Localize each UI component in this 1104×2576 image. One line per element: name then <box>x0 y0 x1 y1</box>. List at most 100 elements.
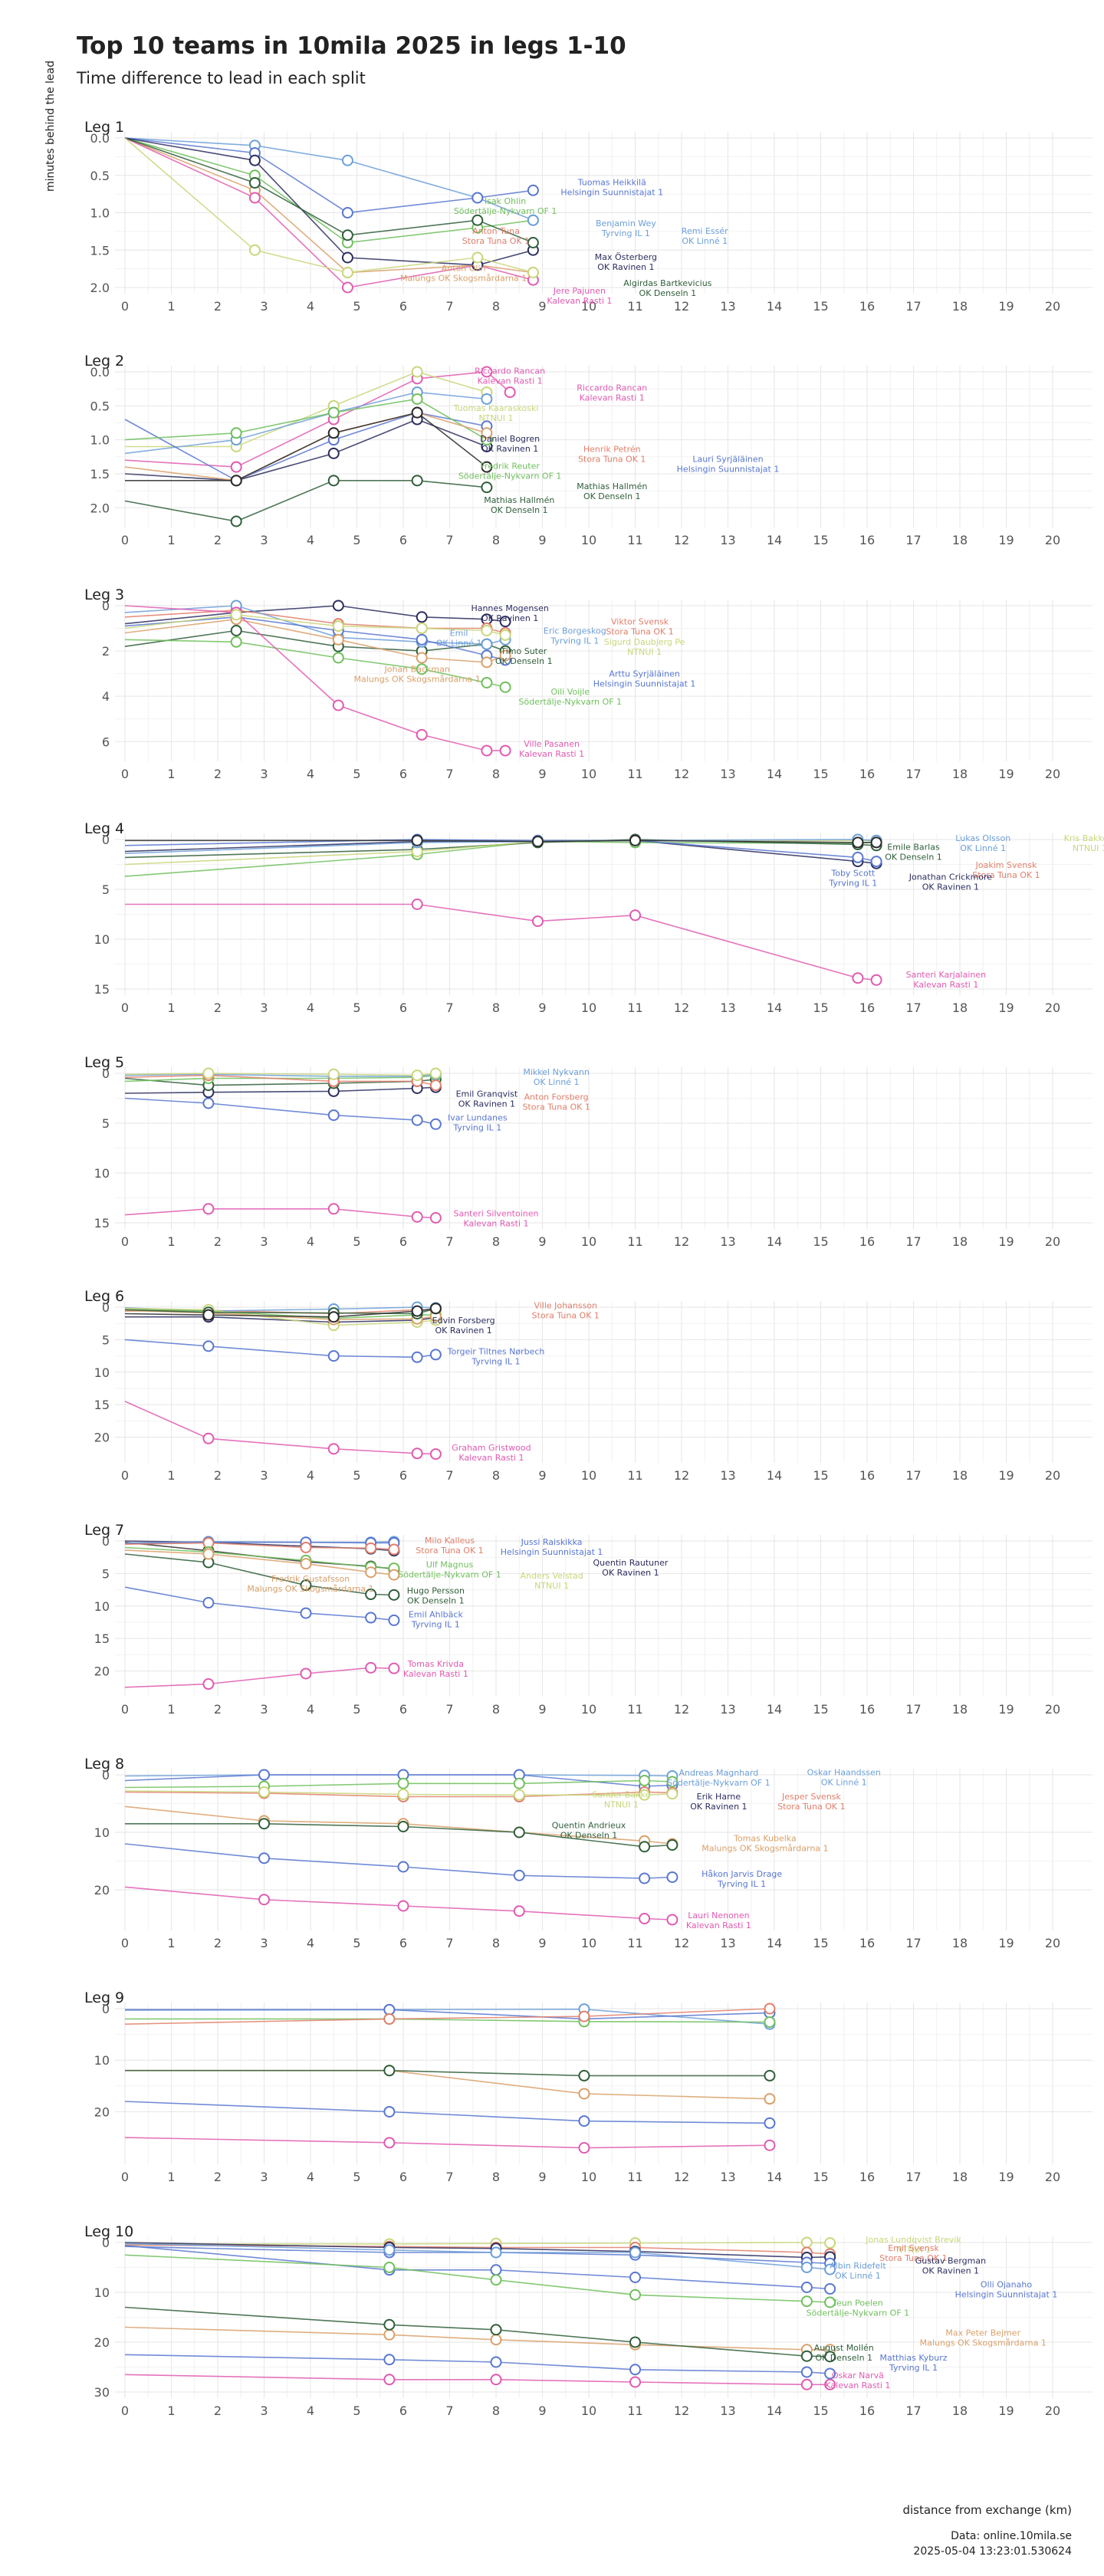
team-name-label: Stora Tuna OK 1 <box>462 236 530 246</box>
split-marker <box>341 281 353 294</box>
team-name-label: Stora Tuna OK 1 <box>578 454 646 464</box>
x-tick-label: 14 <box>767 767 782 781</box>
x-tick-label: 7 <box>445 533 453 547</box>
split-marker <box>578 2088 590 2100</box>
y-tick-label: 1.5 <box>90 243 110 258</box>
split-marker <box>230 636 242 648</box>
split-marker <box>383 2003 396 2016</box>
x-tick-label: 15 <box>813 1001 828 1015</box>
x-tick-label: 3 <box>260 1936 268 1950</box>
split-marker <box>629 834 641 846</box>
x-tick-label: 4 <box>307 1702 314 1717</box>
split-marker <box>397 1777 409 1789</box>
team-name-label: Stora Tuna OK 1 <box>532 1310 600 1320</box>
split-marker <box>578 2010 590 2022</box>
runner-name-label: Hugo Persson <box>407 1585 465 1595</box>
team-name-label: Helsingin Suunnistajat 1 <box>593 679 696 689</box>
y-tick-label: 0.5 <box>90 169 110 183</box>
runner-name-label: Graham Gristwood <box>452 1443 531 1453</box>
x-tick-label: 11 <box>627 1936 642 1950</box>
split-marker <box>258 1852 270 1865</box>
x-tick-label: 14 <box>767 2170 782 2184</box>
x-tick-label: 16 <box>859 1468 875 1483</box>
split-marker <box>639 1775 651 1786</box>
split-marker <box>824 2296 836 2308</box>
runner-name-label: Algirdas Bartkevicius <box>623 278 711 288</box>
team-name-label: Stora Tuna OK 1 <box>416 1546 483 1556</box>
runner-name-label: Oili Voijle <box>550 687 590 697</box>
runner-name-label: August Mollén <box>814 2343 874 2353</box>
chart-subtitle: Time difference to lead in each split <box>77 69 366 87</box>
x-tick-label: 3 <box>260 299 268 314</box>
runner-name-label: Lauri Nenonen <box>688 1911 749 1921</box>
split-marker <box>416 728 428 741</box>
x-tick-label: 4 <box>307 533 314 547</box>
split-marker <box>481 393 493 405</box>
split-marker <box>666 1914 678 1926</box>
x-tick-label: 11 <box>627 533 642 547</box>
split-marker <box>490 2334 502 2346</box>
x-tick-label: 2 <box>214 1936 222 1950</box>
runner-name-label: Milo Kalleus <box>425 1536 475 1546</box>
split-marker <box>365 1661 377 1674</box>
panel-title: Leg 7 <box>84 1522 124 1539</box>
x-tick-label: 15 <box>813 1936 828 1950</box>
series-line-8 <box>124 2137 770 2149</box>
x-tick-label: 19 <box>998 1936 1014 1950</box>
x-tick-label: 6 <box>399 1468 407 1483</box>
split-marker <box>472 214 484 226</box>
x-tick-label: 16 <box>859 2170 875 2184</box>
x-tick-label: 12 <box>674 1001 689 1015</box>
split-marker <box>258 1818 270 1830</box>
split-marker <box>499 629 511 641</box>
panel-title: Leg 6 <box>84 1288 124 1305</box>
runner-name-label: Remi Essér <box>682 226 728 236</box>
runner-name-label: Erik Harne <box>697 1792 741 1802</box>
x-axis-label: distance from exchange (km) <box>902 2503 1072 2517</box>
split-marker <box>327 1350 340 1362</box>
split-marker <box>527 267 539 278</box>
split-marker <box>411 899 423 910</box>
runner-name-label: Benjamin Wey <box>596 219 656 228</box>
x-tick-label: 1 <box>167 1001 175 1015</box>
split-marker <box>629 2336 641 2348</box>
x-tick-label: 10 <box>581 767 596 781</box>
x-tick-label: 4 <box>307 2170 314 2184</box>
split-marker <box>531 915 544 928</box>
series-line-2 <box>125 371 488 448</box>
panel-title: Leg 9 <box>84 1990 124 2006</box>
x-tick-label: 5 <box>353 1468 360 1483</box>
team-name-label: Stora Tuna OK 1 <box>522 1102 590 1112</box>
series-line-5 <box>125 2069 770 2100</box>
x-tick-label: 3 <box>260 1234 268 1249</box>
split-marker <box>383 2374 396 2386</box>
x-tick-label: 9 <box>538 299 546 314</box>
series-line-7 <box>124 2101 770 2124</box>
team-name-label: Helsingin Suunnistajat 1 <box>955 2289 1058 2299</box>
team-name-label: Kalevan Rasti 1 <box>913 980 978 990</box>
split-marker <box>365 1566 377 1579</box>
x-tick-label: 3 <box>260 2404 268 2418</box>
split-marker <box>481 481 493 494</box>
team-name-label: NTNUI 1 <box>479 413 514 423</box>
series-line-7 <box>124 2254 830 2303</box>
team-name-label: Kalevan Rasti 1 <box>825 2380 890 2390</box>
team-name-label: Tyrving IL 1 <box>411 1620 460 1630</box>
team-name-label: Helsingin Suunnistajat 1 <box>560 187 663 197</box>
split-marker <box>416 611 428 623</box>
split-marker <box>248 192 261 204</box>
split-marker <box>230 427 242 439</box>
x-tick-label: 16 <box>859 299 875 314</box>
split-marker <box>202 1678 215 1691</box>
team-name-label: Södertälje-Nykvarn OF 1 <box>807 2308 910 2318</box>
split-marker <box>416 652 428 664</box>
split-marker <box>327 406 340 419</box>
split-marker <box>490 2374 502 2386</box>
split-marker <box>764 2003 776 2015</box>
y-tick-label: 0 <box>102 2002 110 2016</box>
runner-name-label: Oskar Narvä <box>832 2371 884 2380</box>
team-name-label: OK Linné 1 <box>821 1777 867 1787</box>
x-tick-label: 1 <box>167 299 175 314</box>
